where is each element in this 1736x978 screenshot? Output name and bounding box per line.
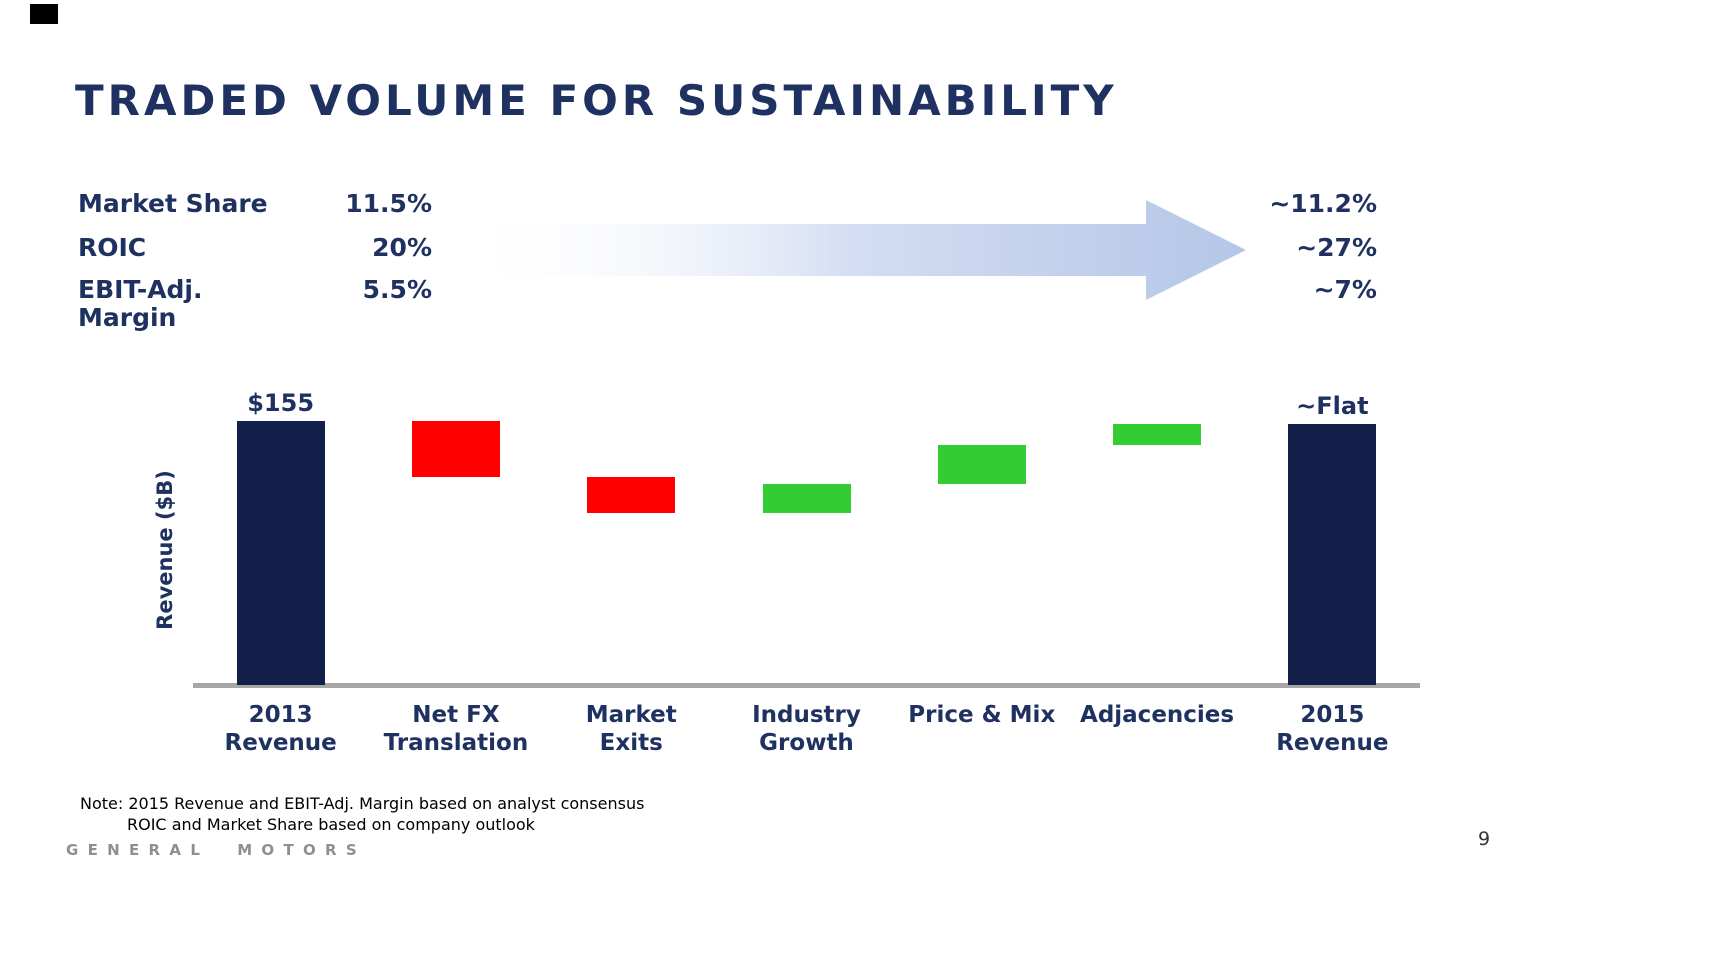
waterfall-plot: $155 2013 Revenue Net FX Translation Market… <box>193 385 1420 765</box>
metric-label-roic: ROIC <box>78 233 147 262</box>
metric-label-ebit-margin: EBIT-Adj. Margin <box>78 275 203 332</box>
page-number: 9 <box>1478 828 1491 850</box>
trend-arrow <box>458 200 1246 300</box>
waterfall-bar <box>1113 424 1202 445</box>
bar-value-label: $155 <box>247 389 315 417</box>
waterfall-bar <box>1288 424 1377 685</box>
category-label: Price & Mix <box>908 702 1056 728</box>
x-axis-line <box>193 683 1420 688</box>
category-label: 2013 Revenue <box>224 702 337 756</box>
category-label: Industry Growth <box>752 702 861 756</box>
category-label: Market Exits <box>585 702 677 756</box>
waterfall-bar <box>937 444 1026 485</box>
trend-arrow-shape <box>458 200 1246 300</box>
metric-label-market-share: Market Share <box>78 189 268 218</box>
category-label: 2015 Revenue <box>1276 702 1389 756</box>
waterfall-bar <box>411 421 500 478</box>
footnote-line2: ROIC and Market Share based on company o… <box>127 815 535 834</box>
y-axis-label: Revenue ($B) <box>153 470 177 630</box>
metric-from-roic: 20% <box>372 233 432 262</box>
metric-from-ebit-margin: 5.5% <box>362 275 432 304</box>
category-label: Net FX Translation <box>383 702 529 756</box>
waterfall-bar <box>236 421 325 685</box>
category-label: Adjacencies <box>1080 702 1235 728</box>
bar-value-label: ~Flat <box>1296 392 1369 421</box>
footnote: Note: 2015 Revenue and EBIT-Adj. Margin … <box>80 793 644 835</box>
slide-title: TRADED VOLUME FOR SUSTAINABILITY <box>75 76 1118 125</box>
waterfall-bar <box>762 484 851 513</box>
metric-to-roic: ~27% <box>1296 233 1377 262</box>
brand-footer: GENERAL MOTORS <box>66 841 367 859</box>
waterfall-bar <box>587 477 676 513</box>
metric-to-ebit-margin: ~7% <box>1313 275 1377 304</box>
metric-to-market-share: ~11.2% <box>1269 189 1377 218</box>
metric-from-market-share: 11.5% <box>345 189 432 218</box>
footnote-line1: Note: 2015 Revenue and EBIT-Adj. Margin … <box>80 794 645 813</box>
top-left-mark <box>30 4 58 24</box>
